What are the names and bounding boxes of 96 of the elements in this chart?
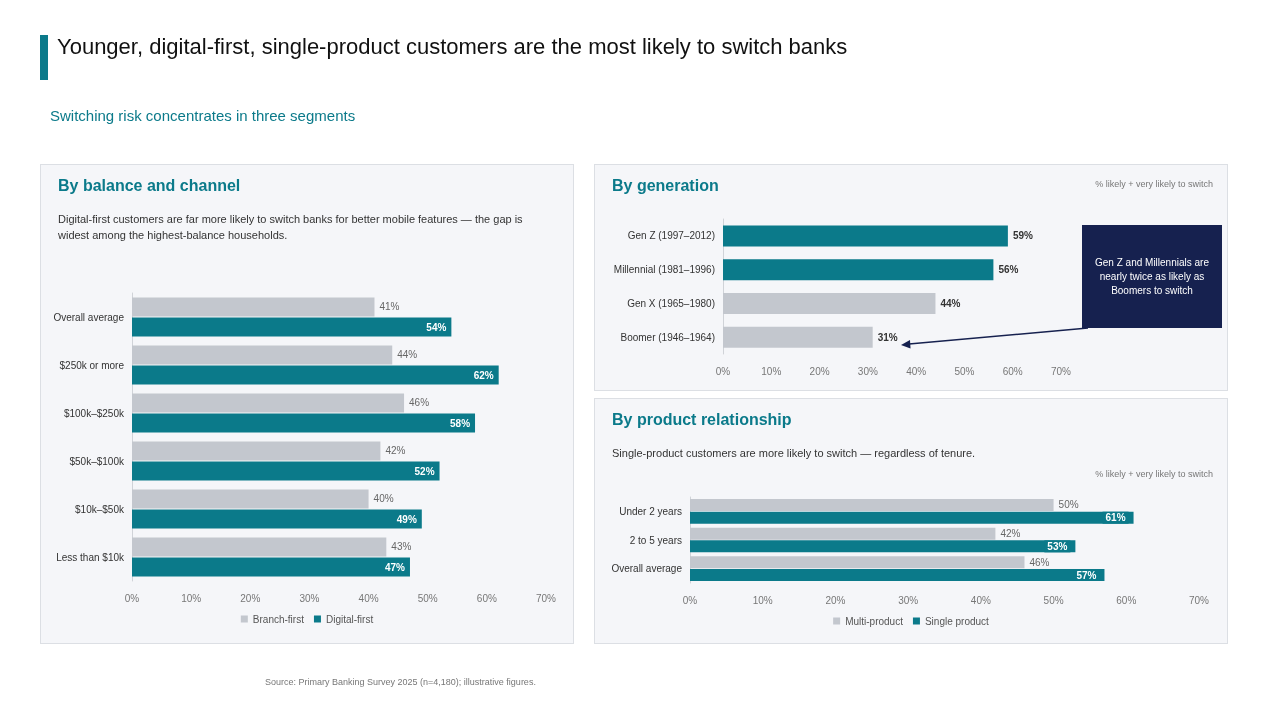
chart-title: By product relationship: [612, 411, 792, 429]
chart-subtitle: Digital-first customers are far more likely to switch banks for better mobile features — the gap is widest among the highest-balance households.: [58, 212, 524, 243]
x-tick-label: 60%: [476, 592, 497, 604]
y-tick-label: $10k–$50k: [75, 503, 125, 515]
x-tick-label: 40%: [358, 592, 379, 604]
bar: [132, 297, 375, 317]
data-label: 46%: [409, 397, 430, 409]
text: Younger, digital-first, single-product customers are the most likely to switch banks: [57, 34, 848, 60]
y-tick-label: Gen Z (1997–2012): [627, 230, 715, 242]
x-tick-label: 20%: [825, 594, 846, 606]
x-tick-label: 70%: [1188, 594, 1210, 606]
x-tick-label: 70%: [535, 592, 557, 604]
text: Gen Z and Millennials are nearly twice as likely as Boomers to switch: [1082, 225, 1222, 328]
x-tick-label: 10%: [761, 365, 782, 377]
data-label: 49%: [396, 513, 417, 525]
data-label: 50%: [1058, 499, 1079, 511]
x-tick-label: 10%: [181, 592, 202, 604]
bar: [132, 557, 410, 577]
bar: [723, 225, 1008, 247]
bar: [132, 441, 381, 461]
x-tick-label: 10%: [752, 594, 773, 606]
bar: [723, 259, 994, 281]
data-label: 59%: [1012, 230, 1034, 242]
y-tick-label: $50k–$100k: [69, 455, 125, 467]
x-tick-label: 60%: [1002, 365, 1023, 377]
y-tick-label: Less than $10k: [56, 551, 125, 563]
x-tick-label: 70%: [1050, 365, 1072, 377]
data-label: 52%: [414, 465, 435, 477]
data-label: 53%: [1047, 540, 1068, 552]
x-tick-label: 40%: [970, 594, 991, 606]
x-tick-label: 0%: [715, 365, 731, 377]
legend-label: Single product: [924, 615, 990, 627]
y-tick-label: Millennial (1981–1996): [613, 264, 715, 276]
x-tick-label: 30%: [299, 592, 320, 604]
bar: [690, 498, 1054, 511]
data-label: 47%: [384, 561, 406, 573]
data-label: 54%: [426, 321, 447, 333]
legend-label: Branch-first: [252, 613, 305, 625]
y-tick-label: $250k or more: [59, 359, 125, 371]
x-tick-label: 50%: [417, 592, 438, 604]
bar: [690, 527, 996, 540]
data-label: 56%: [998, 264, 1019, 276]
legend-label: Multi-product: [845, 615, 904, 627]
data-label: 44%: [397, 349, 418, 361]
x-tick-label: 40%: [906, 365, 927, 377]
bar: [132, 461, 440, 481]
data-label: 43%: [391, 541, 412, 553]
bar: [690, 540, 1076, 553]
x-tick-label: 50%: [1043, 594, 1064, 606]
bar: [690, 569, 1105, 582]
chart-subtitle: Single-product customers are more likely to switch — regardless of tenure.: [612, 446, 977, 461]
legend-label: Digital-first: [325, 613, 374, 625]
bar: [132, 537, 387, 557]
bar: [690, 511, 1134, 524]
bar: [132, 489, 369, 509]
source-note: Source: Primary Banking Survey 2025 (n=4,180); illustrative figures.: [265, 677, 536, 687]
y-tick-label: $100k–$250k: [63, 407, 125, 419]
chart-title: By balance and channel: [58, 177, 241, 195]
x-tick-label: 0%: [682, 594, 698, 606]
bar: [132, 365, 499, 385]
bar: [132, 509, 422, 529]
bar: [132, 393, 405, 413]
bar: [132, 345, 393, 365]
data-label: 42%: [385, 445, 406, 457]
data-label: 61%: [1105, 512, 1126, 524]
text: Switching risk concentrates in three segments: [50, 107, 356, 124]
y-tick-label: 2 to 5 years: [629, 534, 682, 546]
bar: [132, 413, 476, 433]
data-label: 44%: [940, 297, 961, 309]
data-label: 62%: [473, 369, 494, 381]
data-label: 58%: [450, 417, 471, 429]
y-tick-label: Under 2 years: [619, 505, 682, 517]
data-label: 31%: [877, 331, 898, 343]
data-label: 40%: [373, 493, 394, 505]
bar: [723, 326, 873, 348]
x-tick-label: 60%: [1116, 594, 1137, 606]
bar: [723, 292, 936, 314]
y-tick-label: Boomer (1946–1964): [620, 331, 715, 343]
y-tick-label: Overall average: [53, 311, 125, 323]
x-tick-label: 30%: [857, 365, 878, 377]
bar: [132, 317, 452, 337]
data-label: 42%: [1000, 528, 1021, 540]
data-label: 46%: [1029, 556, 1050, 568]
text: % likely + very likely to switch: [1095, 179, 1213, 189]
y-tick-label: Gen X (1965–1980): [627, 297, 715, 309]
data-label: 57%: [1076, 569, 1097, 581]
bar: [690, 556, 1025, 569]
x-tick-label: 20%: [809, 365, 830, 377]
data-label: 41%: [379, 301, 400, 313]
text: % likely + very likely to switch: [1095, 469, 1213, 479]
y-tick-label: Overall average: [611, 563, 683, 575]
x-tick-label: 0%: [124, 592, 140, 604]
x-tick-label: 30%: [898, 594, 919, 606]
x-tick-label: 50%: [954, 365, 975, 377]
chart-title: By generation: [612, 177, 719, 195]
x-tick-label: 20%: [240, 592, 261, 604]
